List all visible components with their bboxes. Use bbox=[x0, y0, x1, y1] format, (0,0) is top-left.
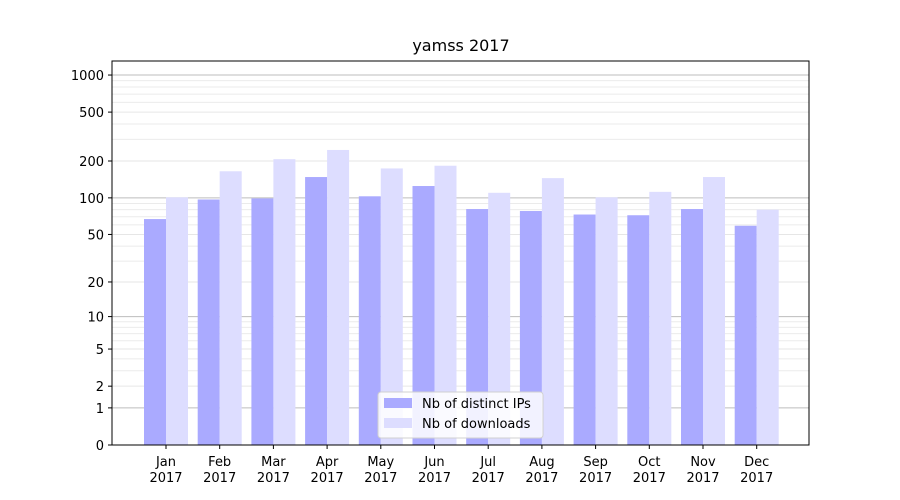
y-tick-label: 100 bbox=[79, 192, 104, 207]
y-tick-label: 5 bbox=[96, 343, 104, 358]
bar-downloads bbox=[219, 171, 242, 445]
bar-distinct-ips bbox=[251, 198, 274, 445]
x-tick-label-month: Feb bbox=[208, 455, 231, 470]
legend-box bbox=[377, 391, 544, 439]
x-tick-label-month: Mar bbox=[261, 455, 286, 470]
bar-downloads bbox=[756, 209, 779, 445]
bar-downloads bbox=[434, 165, 457, 445]
bar-distinct-ips bbox=[466, 209, 489, 445]
legend-label: Nb of downloads bbox=[422, 417, 531, 432]
legend-label: Nb of distinct IPs bbox=[422, 397, 531, 412]
x-tick-label-month: Sep bbox=[583, 455, 608, 470]
bar-distinct-ips bbox=[681, 209, 703, 445]
bar-downloads bbox=[541, 178, 564, 446]
bar-distinct-ips bbox=[412, 186, 435, 446]
y-axis: 0 1 2 5 10 20 50 100 200 500 1000 bbox=[71, 69, 112, 454]
y-tick-label: 0 bbox=[96, 439, 104, 454]
x-tick-label-year: 2017 bbox=[686, 471, 719, 486]
bar-downloads bbox=[649, 191, 672, 445]
legend-swatch bbox=[384, 398, 412, 408]
bar-downloads bbox=[273, 159, 296, 445]
bar-distinct-ips bbox=[197, 199, 220, 445]
bars bbox=[144, 149, 779, 446]
x-tick-label-year: 2017 bbox=[472, 471, 505, 486]
bar-distinct-ips bbox=[734, 225, 757, 445]
x-tick-label-year: 2017 bbox=[525, 471, 558, 486]
bar-distinct-ips bbox=[573, 214, 596, 445]
x-tick-label-year: 2017 bbox=[364, 471, 397, 486]
x-axis: Jan2017Feb2017Mar2017Apr2017May2017Jun20… bbox=[149, 445, 773, 486]
bar-distinct-ips bbox=[627, 215, 650, 445]
y-tick-label: 50 bbox=[87, 228, 104, 243]
x-tick-label-month: Aug bbox=[529, 455, 554, 470]
bar-downloads bbox=[488, 192, 511, 445]
x-tick-label-month: Jun bbox=[423, 455, 444, 470]
bar-distinct-ips bbox=[144, 219, 166, 445]
y-tick-label: 1 bbox=[96, 402, 104, 417]
x-tick-label-year: 2017 bbox=[633, 471, 666, 486]
y-tick-label: 2 bbox=[96, 380, 104, 395]
x-tick-label-year: 2017 bbox=[418, 471, 451, 486]
chart-title: yamss 2017 bbox=[412, 36, 509, 55]
plot-frame bbox=[111, 60, 810, 446]
y-tick-label: 1000 bbox=[71, 69, 104, 84]
x-tick-label-year: 2017 bbox=[257, 471, 290, 486]
legend: Nb of distinct IPs Nb of downloads bbox=[377, 391, 544, 439]
bar-distinct-ips bbox=[519, 211, 542, 445]
x-tick-label-month: Nov bbox=[690, 455, 716, 470]
bar-downloads bbox=[703, 177, 725, 445]
x-tick-label-month: Jul bbox=[479, 455, 496, 470]
y-tick-label: 20 bbox=[87, 276, 104, 291]
bar-downloads bbox=[166, 197, 188, 445]
bar-distinct-ips bbox=[305, 177, 328, 445]
x-tick-label-year: 2017 bbox=[311, 471, 344, 486]
x-tick-label-month: Oct bbox=[638, 455, 660, 470]
bar-downloads bbox=[327, 149, 350, 445]
y-tick-label: 500 bbox=[79, 106, 104, 121]
x-tick-label-month: May bbox=[367, 455, 394, 470]
x-tick-label-year: 2017 bbox=[740, 471, 773, 486]
x-tick-label-month: Apr bbox=[316, 455, 339, 470]
y-tick-label: 200 bbox=[79, 155, 104, 170]
x-tick-label-month: Jan bbox=[155, 455, 176, 470]
bar-distinct-ips bbox=[358, 196, 381, 445]
y-tick-label: 10 bbox=[87, 311, 104, 326]
x-tick-label-year: 2017 bbox=[203, 471, 236, 486]
x-tick-label-year: 2017 bbox=[579, 471, 612, 486]
x-tick-label-year: 2017 bbox=[149, 471, 182, 486]
x-tick-label-month: Dec bbox=[744, 455, 769, 470]
legend-swatch bbox=[384, 418, 412, 428]
bar-downloads bbox=[595, 197, 618, 445]
bar-downloads bbox=[380, 168, 403, 445]
